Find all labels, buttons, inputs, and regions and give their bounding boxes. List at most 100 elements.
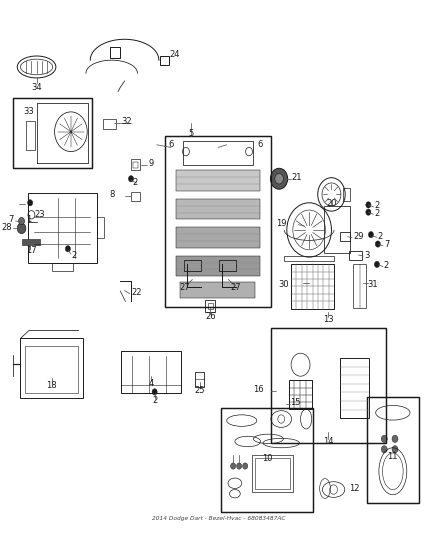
Text: 26: 26 (205, 312, 216, 321)
Bar (183, 141, 253, 165)
Bar (208, 303, 213, 309)
Text: 24: 24 (170, 51, 180, 60)
Bar (367, 397, 419, 503)
Bar (176, 256, 260, 276)
Bar (121, 351, 181, 393)
Text: 1: 1 (26, 215, 31, 224)
Bar (271, 328, 385, 443)
Text: 5: 5 (188, 129, 194, 138)
Text: 27: 27 (179, 283, 190, 292)
Bar (252, 455, 293, 492)
Bar (52, 263, 73, 271)
Bar (219, 260, 236, 271)
Circle shape (375, 241, 380, 247)
Text: 2: 2 (384, 261, 389, 270)
Bar (339, 231, 350, 241)
Bar (166, 136, 271, 307)
Bar (194, 372, 204, 386)
Bar (176, 228, 260, 248)
Bar (291, 264, 334, 309)
Circle shape (381, 446, 387, 453)
Bar (343, 188, 350, 201)
Circle shape (243, 463, 248, 469)
Text: 4: 4 (148, 379, 154, 388)
Bar (184, 260, 201, 271)
Bar (26, 122, 35, 150)
Text: 22: 22 (131, 288, 141, 297)
Circle shape (128, 175, 134, 182)
Circle shape (392, 435, 398, 442)
Bar (221, 408, 314, 512)
Circle shape (381, 435, 387, 442)
Bar (176, 199, 260, 220)
Circle shape (271, 168, 288, 189)
Text: 20: 20 (326, 199, 337, 208)
Text: 34: 34 (31, 83, 42, 92)
Text: 9: 9 (148, 159, 153, 167)
Text: 16: 16 (253, 385, 264, 394)
Bar (160, 56, 169, 66)
Bar (103, 119, 116, 129)
Bar (21, 239, 40, 245)
Bar (166, 136, 271, 307)
Bar (324, 206, 350, 254)
Text: 3: 3 (364, 251, 370, 260)
Bar (254, 458, 290, 489)
Text: 6: 6 (258, 140, 263, 149)
Bar (353, 264, 366, 308)
Text: 2014 Dodge Dart - Bezel-Hvac - 68083487AC: 2014 Dodge Dart - Bezel-Hvac - 68083487A… (152, 516, 286, 521)
Text: 10: 10 (262, 454, 272, 463)
Text: 6: 6 (169, 140, 174, 149)
Text: 30: 30 (278, 280, 289, 289)
Text: 7: 7 (384, 240, 389, 249)
Bar (349, 251, 362, 260)
Circle shape (17, 223, 26, 233)
Circle shape (374, 261, 380, 268)
Text: 15: 15 (290, 398, 300, 407)
Text: 33: 33 (24, 107, 35, 116)
Bar (221, 408, 314, 512)
Text: 18: 18 (46, 381, 57, 390)
Text: 2: 2 (378, 232, 383, 241)
Bar (289, 381, 312, 409)
Bar (271, 328, 385, 443)
Text: 23: 23 (35, 210, 45, 219)
Bar (284, 256, 334, 261)
Text: 7: 7 (8, 215, 14, 224)
Text: 19: 19 (276, 219, 287, 228)
Bar (180, 282, 255, 298)
Text: 8: 8 (109, 190, 114, 199)
Circle shape (18, 217, 25, 225)
Text: 25: 25 (194, 386, 205, 395)
Text: 17: 17 (26, 246, 36, 255)
Text: 31: 31 (367, 280, 378, 289)
Text: 32: 32 (121, 117, 132, 126)
Bar (367, 397, 419, 503)
Text: 12: 12 (349, 484, 359, 493)
Text: 2: 2 (153, 396, 158, 405)
Bar (133, 161, 138, 168)
Bar (21, 338, 83, 398)
Circle shape (65, 246, 71, 252)
Text: 13: 13 (323, 316, 334, 324)
Text: 21: 21 (291, 173, 302, 182)
Circle shape (392, 446, 398, 453)
Text: 2: 2 (374, 201, 380, 211)
Circle shape (275, 174, 283, 184)
Bar (110, 47, 120, 58)
Circle shape (237, 463, 242, 469)
Bar (13, 98, 92, 168)
Circle shape (366, 201, 371, 208)
Text: 11: 11 (388, 452, 398, 461)
Text: 2: 2 (132, 179, 138, 188)
Bar (205, 301, 215, 312)
Circle shape (152, 389, 157, 395)
Circle shape (230, 463, 236, 469)
Text: 29: 29 (353, 232, 364, 241)
Circle shape (368, 231, 374, 238)
Circle shape (28, 200, 33, 206)
Bar (25, 346, 78, 393)
Bar (28, 192, 97, 263)
Text: 28: 28 (1, 223, 12, 232)
Bar (339, 358, 369, 418)
